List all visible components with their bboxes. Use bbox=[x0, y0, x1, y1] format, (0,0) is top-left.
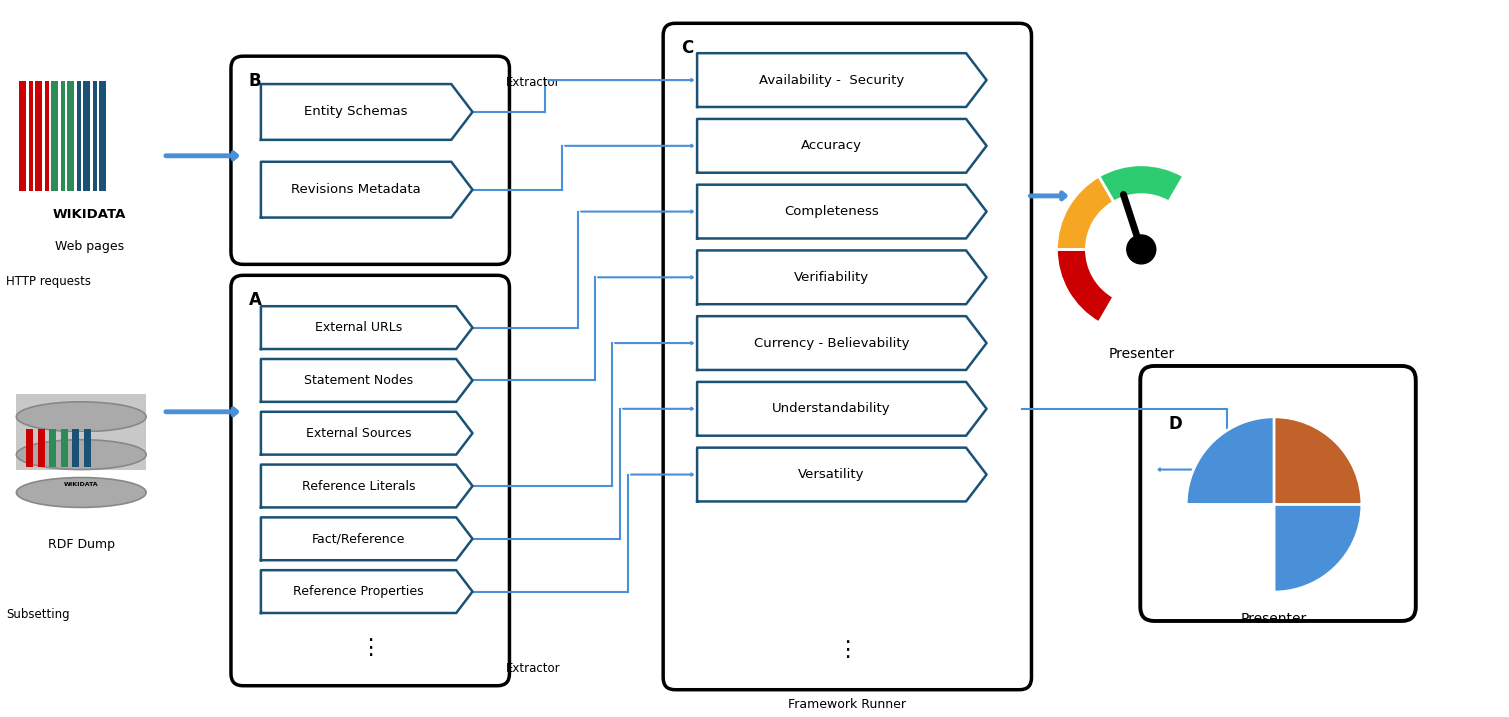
Polygon shape bbox=[261, 518, 472, 560]
Text: Reference Properties: Reference Properties bbox=[293, 585, 424, 598]
Bar bbox=[17, 394, 146, 432]
Text: External Sources: External Sources bbox=[306, 427, 412, 440]
Ellipse shape bbox=[17, 440, 146, 470]
Text: Extractor: Extractor bbox=[506, 76, 560, 89]
Text: External URLs: External URLs bbox=[315, 321, 403, 334]
Text: Revisions Metadata: Revisions Metadata bbox=[291, 183, 421, 196]
Wedge shape bbox=[1056, 250, 1114, 323]
Bar bbox=[100, 81, 106, 191]
Bar bbox=[68, 81, 74, 191]
Bar bbox=[38, 429, 45, 467]
Bar bbox=[92, 81, 97, 191]
Text: Statement Nodes: Statement Nodes bbox=[303, 374, 413, 387]
Text: WIKIDATA: WIKIDATA bbox=[63, 482, 98, 487]
FancyBboxPatch shape bbox=[1141, 366, 1415, 621]
Bar bbox=[20, 81, 26, 191]
Text: Extractor: Extractor bbox=[506, 662, 560, 675]
Polygon shape bbox=[261, 412, 472, 455]
Polygon shape bbox=[261, 465, 472, 508]
Text: A: A bbox=[249, 291, 261, 309]
Text: Framework Runner: Framework Runner bbox=[788, 698, 907, 711]
Text: Currency - Believability: Currency - Believability bbox=[754, 336, 910, 350]
Text: Completeness: Completeness bbox=[785, 205, 878, 218]
Text: Understandability: Understandability bbox=[773, 402, 890, 415]
Bar bbox=[83, 81, 91, 191]
Bar bbox=[77, 81, 81, 191]
Text: C: C bbox=[681, 39, 693, 57]
FancyBboxPatch shape bbox=[662, 24, 1032, 690]
Ellipse shape bbox=[17, 402, 146, 432]
Text: Fact/Reference: Fact/Reference bbox=[312, 532, 406, 546]
Text: Entity Schemas: Entity Schemas bbox=[305, 105, 407, 118]
FancyBboxPatch shape bbox=[231, 56, 510, 265]
Wedge shape bbox=[1056, 176, 1114, 250]
Text: Subsetting: Subsetting bbox=[6, 608, 69, 621]
Polygon shape bbox=[697, 250, 987, 304]
Text: Presenter: Presenter bbox=[1108, 347, 1174, 361]
Bar bbox=[29, 81, 33, 191]
Wedge shape bbox=[1274, 417, 1363, 505]
Text: ⋮: ⋮ bbox=[836, 640, 859, 660]
FancyBboxPatch shape bbox=[231, 275, 510, 685]
Bar bbox=[60, 81, 65, 191]
Text: ⋮: ⋮ bbox=[359, 638, 382, 658]
Text: WIKIDATA: WIKIDATA bbox=[53, 208, 125, 221]
Bar bbox=[26, 429, 33, 467]
Text: Accuracy: Accuracy bbox=[801, 139, 862, 152]
Bar bbox=[17, 432, 146, 470]
Wedge shape bbox=[1099, 165, 1183, 202]
Bar bbox=[45, 81, 48, 191]
Text: Availability -  Security: Availability - Security bbox=[759, 74, 904, 87]
Text: B: B bbox=[249, 72, 261, 90]
Bar bbox=[60, 429, 68, 467]
Polygon shape bbox=[697, 316, 987, 370]
Wedge shape bbox=[1186, 417, 1363, 592]
Text: Web pages: Web pages bbox=[54, 240, 124, 253]
Polygon shape bbox=[261, 84, 472, 140]
Polygon shape bbox=[261, 162, 472, 217]
Bar bbox=[51, 81, 59, 191]
Text: Versatility: Versatility bbox=[798, 468, 865, 481]
Circle shape bbox=[1127, 235, 1156, 264]
Polygon shape bbox=[697, 382, 987, 436]
Bar bbox=[35, 81, 42, 191]
Polygon shape bbox=[697, 53, 987, 107]
Text: Reference Literals: Reference Literals bbox=[302, 480, 415, 493]
Bar bbox=[83, 429, 91, 467]
Text: Presenter: Presenter bbox=[1240, 612, 1307, 626]
Text: HTTP requests: HTTP requests bbox=[6, 275, 92, 288]
Ellipse shape bbox=[17, 478, 146, 508]
Polygon shape bbox=[261, 570, 472, 613]
Bar bbox=[72, 429, 80, 467]
Text: Verifiability: Verifiability bbox=[794, 271, 869, 284]
Polygon shape bbox=[697, 185, 987, 239]
Polygon shape bbox=[261, 359, 472, 402]
Polygon shape bbox=[697, 119, 987, 173]
Polygon shape bbox=[697, 447, 987, 501]
Polygon shape bbox=[261, 306, 472, 349]
Text: D: D bbox=[1168, 414, 1182, 433]
Text: RDF Dump: RDF Dump bbox=[48, 538, 115, 551]
Bar bbox=[50, 429, 56, 467]
